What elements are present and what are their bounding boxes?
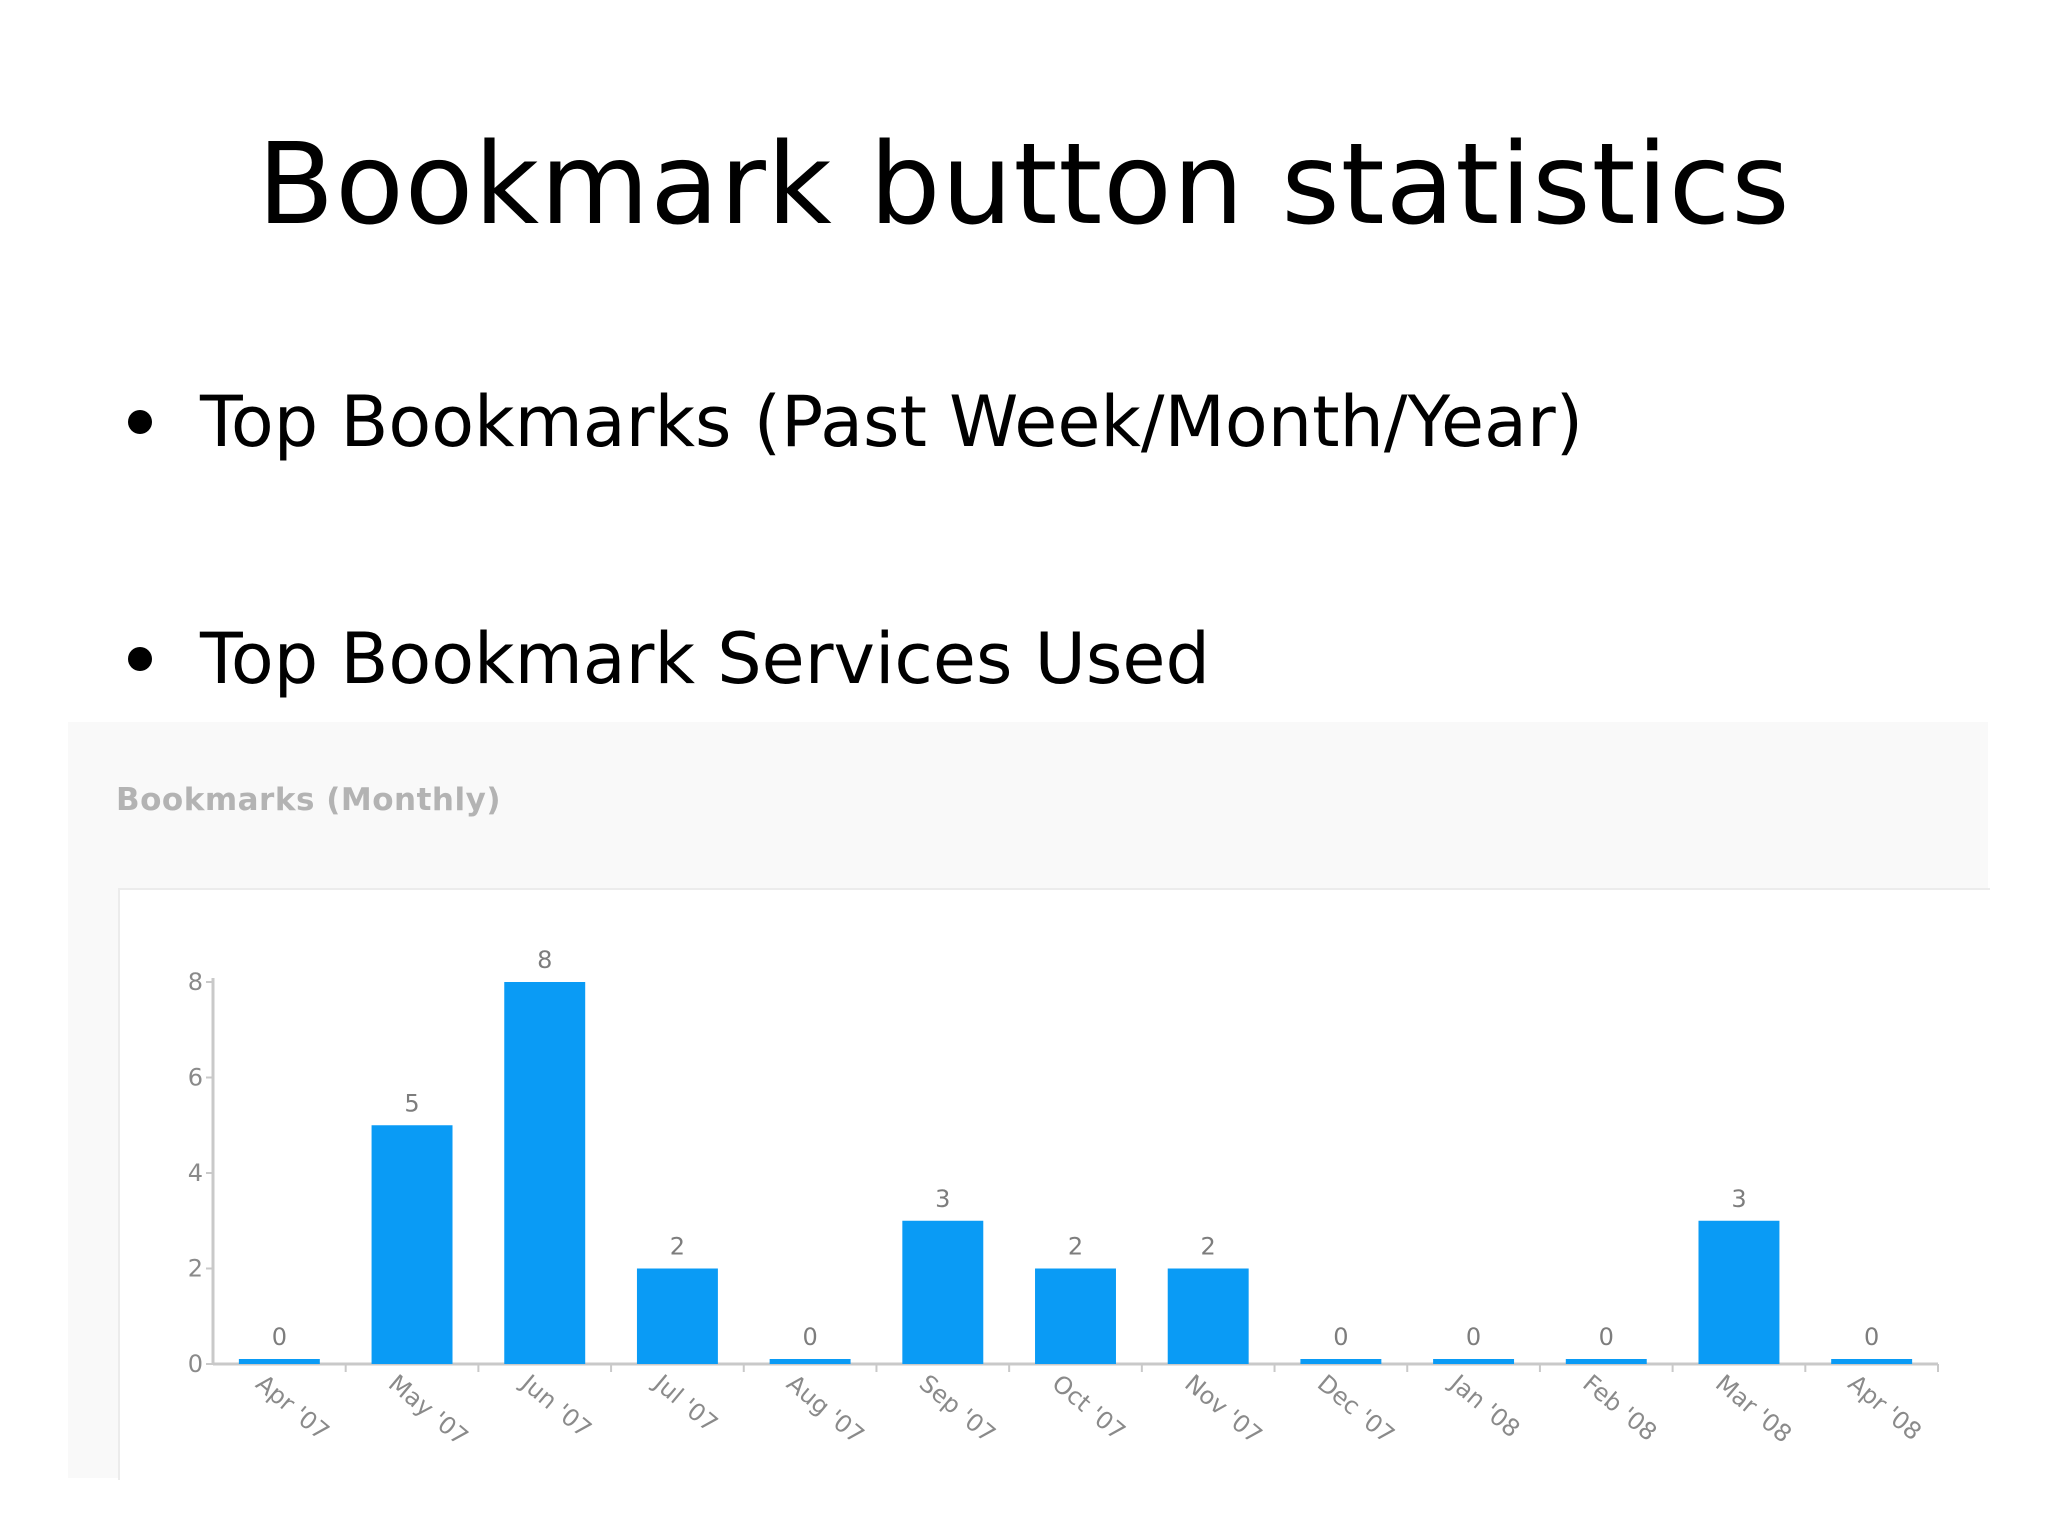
x-tick-label: Jan '08 (1443, 1368, 1525, 1443)
data-label: 2 (1068, 1233, 1083, 1261)
data-label: 3 (935, 1185, 950, 1213)
y-tick-label: 0 (188, 1350, 203, 1378)
data-label: 0 (1333, 1323, 1348, 1351)
bullet-item: Top Bookmarks (Past Week/Month/Year) (128, 377, 1584, 467)
x-tick-label: May '07 (383, 1369, 473, 1451)
x-tick-label: Jul '07 (647, 1368, 723, 1438)
bar (636, 1268, 718, 1364)
y-tick-label: 2 (188, 1255, 203, 1283)
slide-title: Bookmark button statistics (257, 120, 1791, 250)
data-label: 2 (1201, 1233, 1216, 1261)
data-label: 8 (537, 946, 552, 974)
bullet-text: Top Bookmark Services Used (200, 618, 1210, 700)
x-tick-label: Oct '07 (1047, 1369, 1131, 1446)
y-tick-label: 4 (188, 1159, 203, 1187)
x-tick-label: Aug '07 (781, 1369, 869, 1449)
data-label: 0 (1466, 1323, 1481, 1351)
y-tick-label: 6 (188, 1064, 203, 1092)
bar (238, 1359, 320, 1364)
bar (1035, 1268, 1116, 1364)
x-tick-label: Sep '07 (914, 1369, 1001, 1448)
bar (902, 1220, 984, 1364)
bar (371, 1125, 453, 1364)
x-tick-label: Nov '07 (1179, 1369, 1267, 1449)
bullet-text: Top Bookmarks (Past Week/Month/Year) (200, 381, 1584, 463)
x-tick-label: Apr '08 (1843, 1369, 1927, 1446)
bullet-item: Top Bookmark Services Used (128, 614, 1210, 704)
chart-panel: Bookmarks (Monthly) 0 2 4 6 8 0 Apr '07 5 May '0… (68, 722, 1990, 1480)
x-tick-label: Feb '08 (1577, 1369, 1662, 1447)
bar (1300, 1359, 1382, 1364)
bullet-dot-icon (128, 410, 152, 434)
chart-area: 0 2 4 6 8 0 Apr '07 5 May '07 8 Jun '07 2 Jul '07 0 Au… (118, 888, 1990, 1480)
bar-chart: 0 2 4 6 8 0 Apr '07 5 May '07 8 Jun '07 2 Jul '07 0 Au… (188, 946, 1939, 1451)
data-label: 2 (670, 1233, 685, 1261)
data-label: 0 (1864, 1323, 1879, 1351)
data-label: 3 (1731, 1185, 1746, 1213)
x-tick-label: Jun '07 (514, 1368, 597, 1444)
x-tick-label: Dec '07 (1312, 1369, 1400, 1449)
data-label: 0 (1599, 1323, 1614, 1351)
bullet-dot-icon (128, 647, 152, 671)
x-tick-label: Apr '07 (250, 1369, 334, 1446)
bar (1167, 1268, 1249, 1364)
x-tick-label: Mar '08 (1710, 1369, 1797, 1448)
data-label: 5 (404, 1089, 419, 1117)
y-tick-label: 8 (188, 968, 203, 996)
bar (1698, 1220, 1780, 1364)
bar (1831, 1359, 1913, 1364)
data-label: 0 (802, 1323, 817, 1351)
data-label: 0 (272, 1323, 287, 1351)
chart-title: Bookmarks (Monthly) (116, 782, 501, 818)
bar (1433, 1359, 1515, 1364)
bar (504, 982, 586, 1364)
bar (769, 1359, 851, 1364)
bar (1565, 1359, 1647, 1364)
bullet-list: Top Bookmarks (Past Week/Month/Year) Top… (0, 0, 2048, 720)
